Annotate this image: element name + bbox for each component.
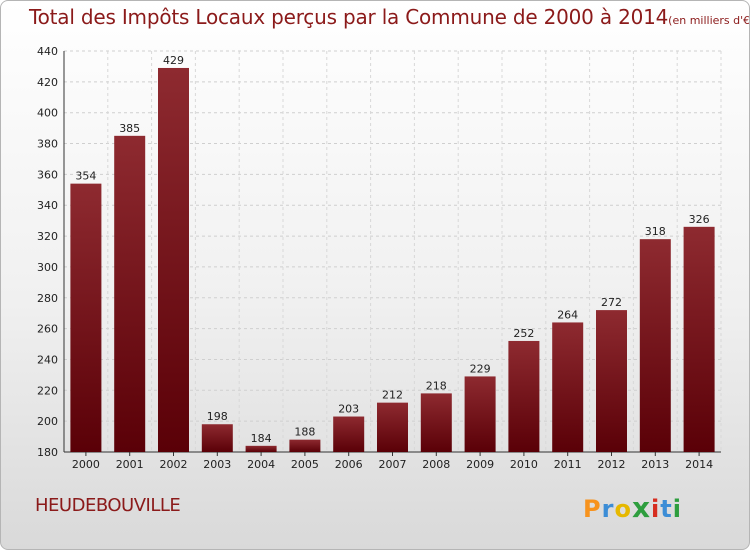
bar-2007 [377, 402, 408, 452]
x-tick-label-2007: 2007 [379, 458, 407, 471]
logo-letter: i [672, 495, 682, 523]
chart-unit: (en milliers d'€) [668, 14, 750, 27]
data-label-2004: 184 [251, 432, 272, 445]
bar-2010 [508, 340, 540, 452]
logo-letter: o [614, 495, 632, 523]
y-tick-label: 200 [37, 415, 58, 428]
proxiti-logo: Proxiti [583, 491, 682, 524]
y-tick-label: 420 [37, 76, 58, 89]
y-tick-label: 180 [37, 446, 58, 459]
x-tick-label-2014: 2014 [685, 458, 713, 471]
y-tick-labels: 180 200 220 240 260 280 300 320 340 360 380 400 420 4… [37, 45, 58, 459]
x-tick-label-2012: 2012 [598, 458, 626, 471]
x-tick-label-2010: 2010 [510, 458, 538, 471]
x-tick-labels: 2000 2001 2002 2003 2004 2005 2006 2007 2008 2009… [72, 458, 713, 471]
bar-2001 [114, 135, 146, 453]
x-tick-label-2003: 2003 [203, 458, 231, 471]
bars [70, 67, 715, 453]
y-tick-label: 240 [37, 353, 58, 366]
bar-2012 [596, 310, 627, 452]
x-tick-label-2009: 2009 [466, 458, 494, 471]
y-tick-label: 260 [37, 323, 58, 336]
bar-2011 [552, 322, 584, 452]
logo-letter: r [601, 495, 615, 523]
logo-letter: i [651, 495, 661, 523]
data-label-2007: 212 [382, 389, 403, 402]
commune-name: HEUDEBOUVILLE [35, 495, 181, 516]
data-label-2012: 272 [601, 296, 622, 309]
bar-2002 [158, 67, 189, 452]
data-label-2011: 264 [557, 308, 578, 321]
logo-letter: x [631, 491, 651, 524]
y-tick-label: 440 [37, 45, 58, 58]
chart-title: Total des Impôts Locaux perçus par la Co… [29, 5, 750, 29]
y-tick-label: 400 [37, 107, 58, 120]
x-tick-label-2011: 2011 [554, 458, 582, 471]
data-label-2003: 198 [207, 410, 228, 423]
y-tick-label: 300 [37, 261, 58, 274]
y-tick-label: 340 [37, 199, 58, 212]
bar-2000 [70, 183, 102, 452]
bar-2009 [464, 376, 496, 452]
bar-2003 [201, 424, 233, 452]
data-label-2001: 385 [119, 122, 140, 135]
bar-2013 [639, 239, 671, 452]
y-tick-label: 220 [37, 384, 58, 397]
chart-title-text: Total des Impôts Locaux perçus par la Co… [29, 5, 669, 29]
y-tick-label: 280 [37, 292, 58, 305]
x-tick-label-2002: 2002 [160, 458, 188, 471]
x-tick-label-2013: 2013 [641, 458, 669, 471]
bar-2006 [333, 416, 365, 452]
data-label-2014: 326 [689, 213, 710, 226]
x-tick-label-2008: 2008 [422, 458, 450, 471]
data-label-2006: 203 [338, 403, 359, 416]
bar-2005 [289, 439, 321, 452]
y-tick-label: 360 [37, 168, 58, 181]
data-label-2000: 354 [75, 170, 96, 183]
y-tick-label: 320 [37, 230, 58, 243]
data-label-2009: 229 [470, 362, 491, 375]
data-label-2010: 252 [513, 327, 534, 340]
x-tick-label-2000: 2000 [72, 458, 100, 471]
data-label-2005: 188 [294, 426, 315, 439]
bar-2008 [420, 393, 452, 452]
x-tick-label-2004: 2004 [247, 458, 275, 471]
x-tick-label-2005: 2005 [291, 458, 319, 471]
logo-letter: P [583, 495, 602, 523]
x-tick-label-2006: 2006 [335, 458, 363, 471]
data-label-2008: 218 [426, 379, 447, 392]
bar-2004 [245, 445, 277, 452]
logo-letter: t [660, 495, 673, 523]
bar-2014 [683, 226, 715, 452]
y-tick-label: 380 [37, 138, 58, 151]
data-label-2013: 318 [645, 225, 666, 238]
x-tick-label-2001: 2001 [116, 458, 144, 471]
data-labels: 354 385 429 198 184 188 203 212 218 229 252 264 272 3… [75, 54, 709, 445]
data-label-2002: 429 [163, 54, 184, 67]
